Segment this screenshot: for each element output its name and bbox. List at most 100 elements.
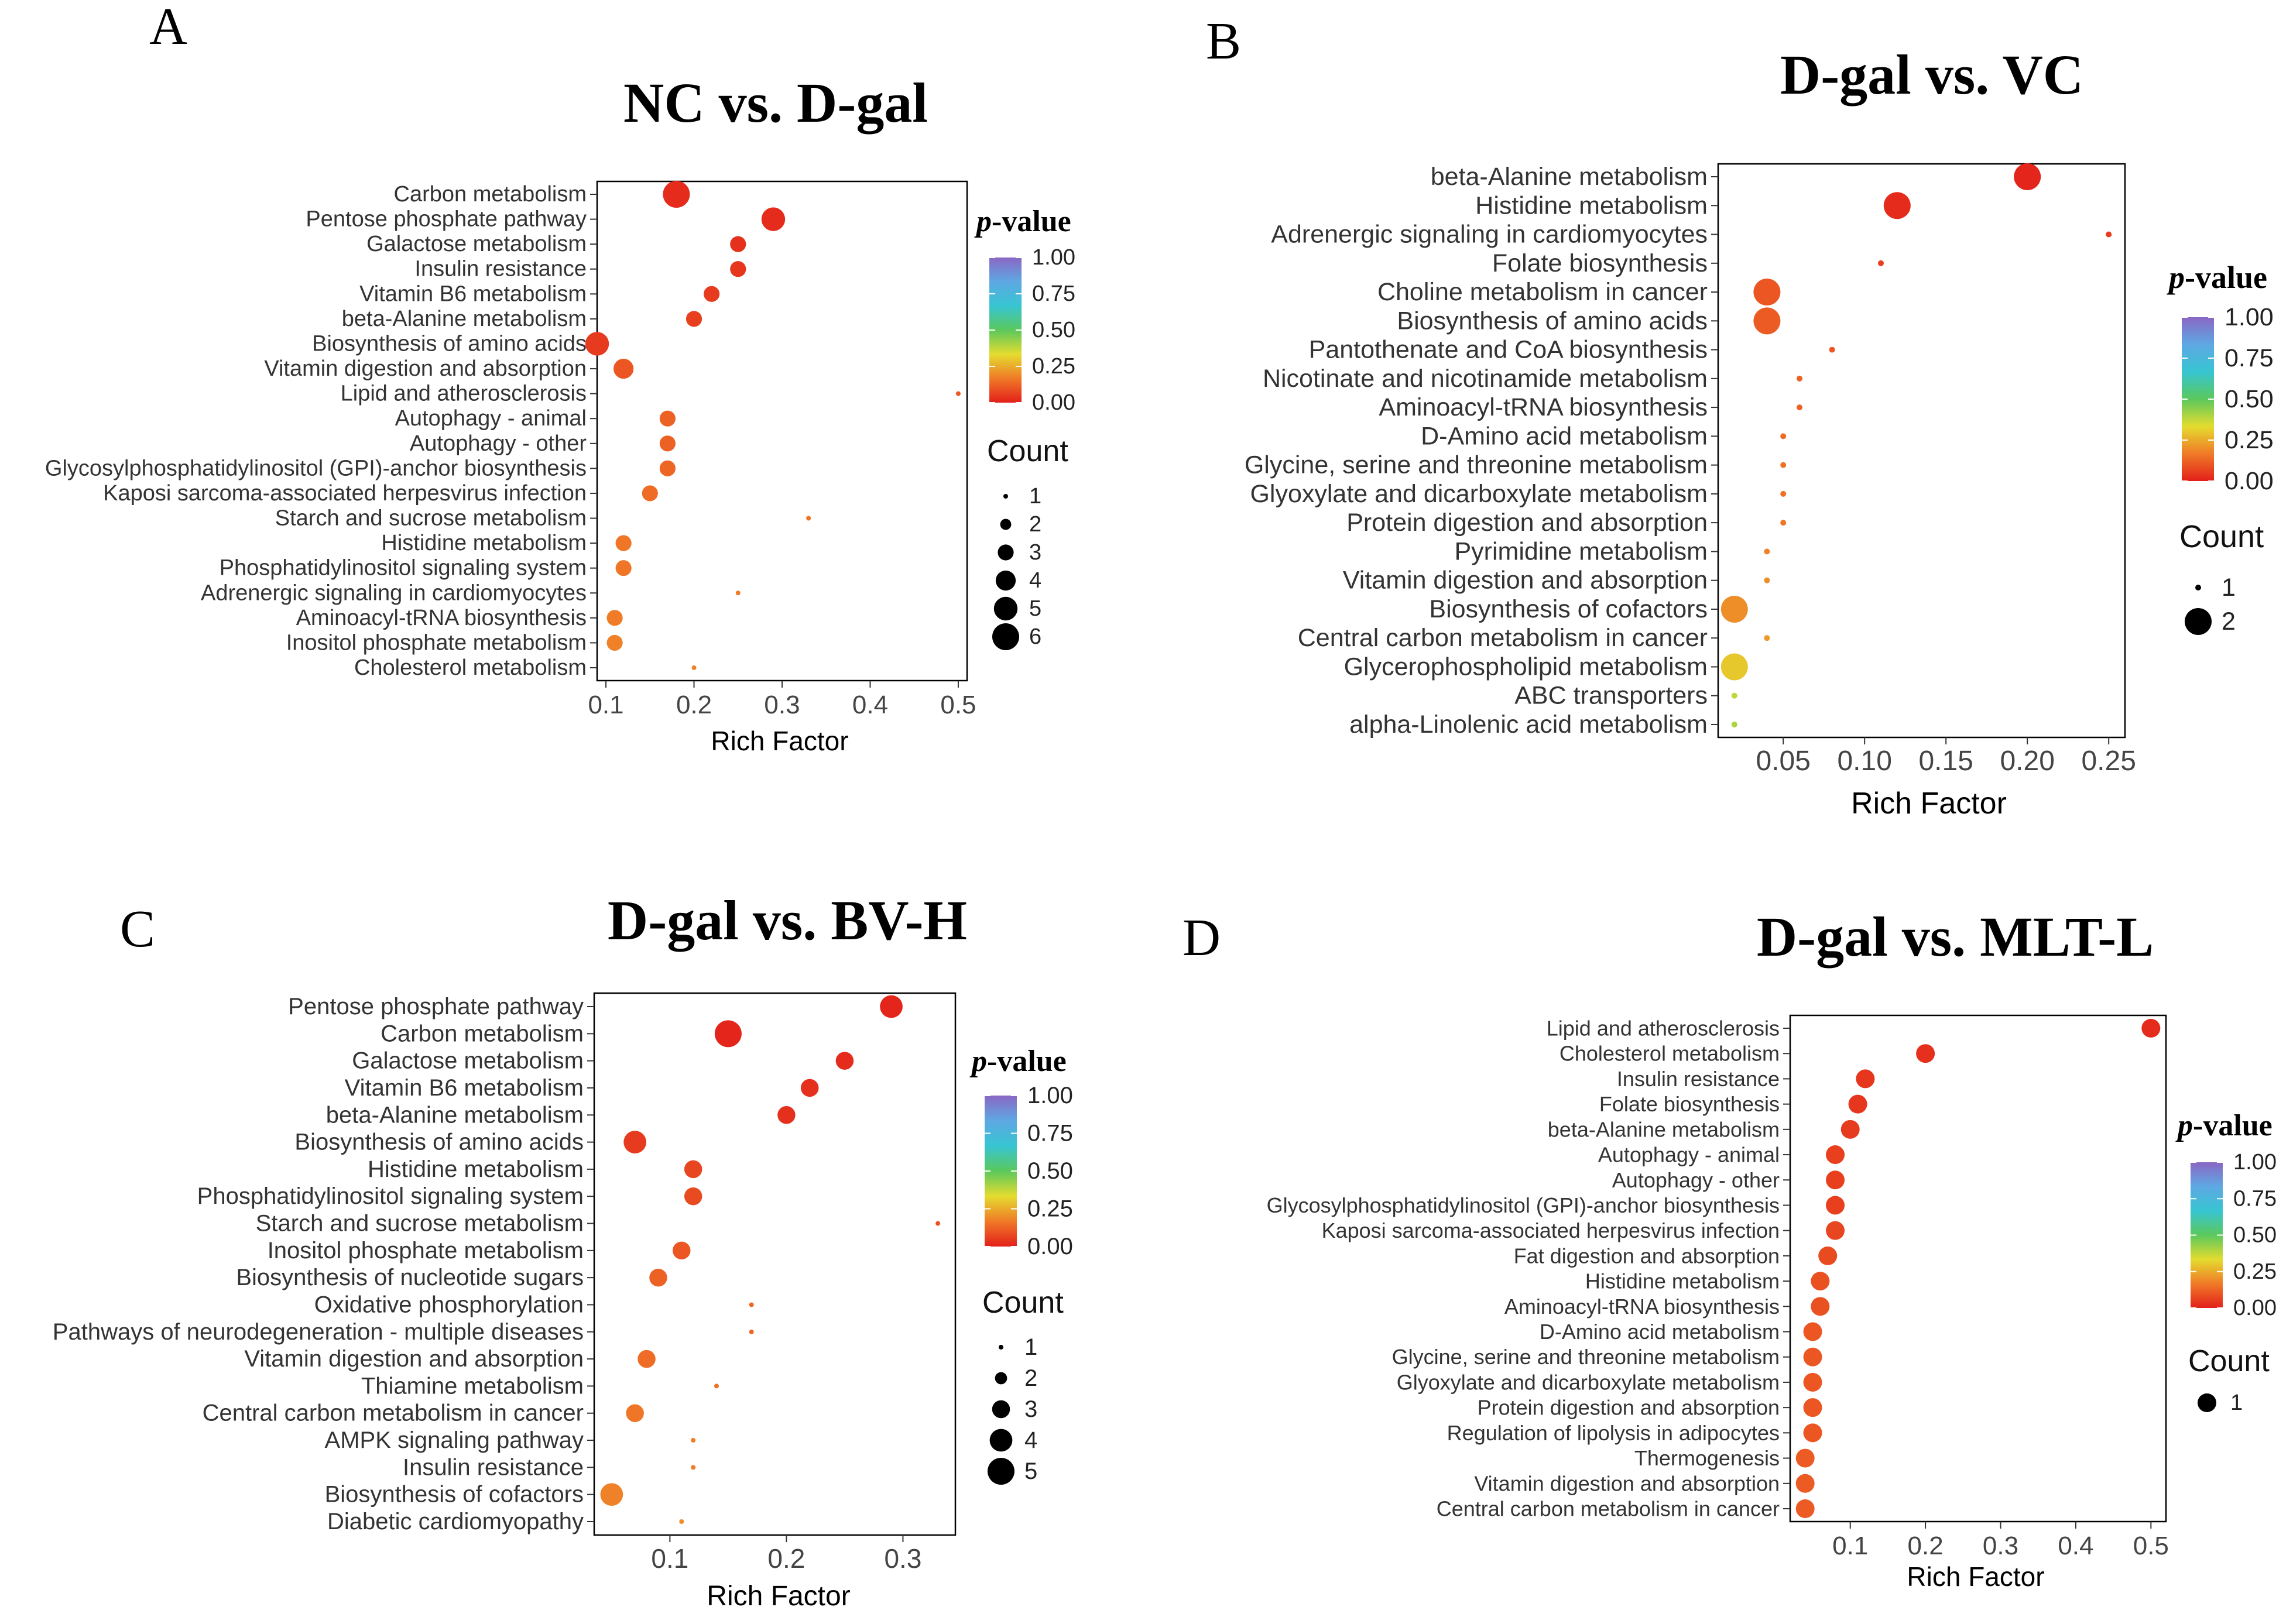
chart-title-c: D-gal vs. BV-H (608, 889, 967, 952)
data-point (1780, 520, 1787, 526)
count-legend-label: 4 (1024, 1427, 1037, 1453)
y-tick-label: Glycosylphosphatidylinositol (GPI)-ancho… (45, 456, 587, 480)
plot-frame (1789, 1014, 2167, 1523)
y-tick-label: Central carbon metabolism in cancer (203, 1400, 584, 1426)
y-tick-label: Thermogenesis (1634, 1446, 1780, 1470)
data-point (800, 1079, 819, 1097)
pvalue-legend-title: p-value (2175, 1109, 2273, 1142)
colorbar-tick-label: 0.50 (2225, 385, 2274, 413)
data-point (1780, 433, 1787, 440)
data-point (1795, 1499, 1815, 1518)
x-tick-label: 0.15 (1918, 746, 1973, 777)
panel-b: B D-gal vs. VC beta-Alanine metabolismHi… (1206, 12, 2274, 820)
y-tick-label: Folate biosynthesis (1492, 249, 1708, 277)
y-tick-label: Cholesterol metabolism (354, 655, 587, 680)
y-tick-label: AMPK signaling pathway (325, 1427, 584, 1453)
count-legend-label: 2 (1029, 512, 1041, 537)
y-tick-label: Histidine metabolism (1475, 191, 1708, 219)
y-tick-label: Autophagy - other (1612, 1168, 1780, 1192)
count-legend-dot (992, 623, 1019, 650)
colorbar-tick-label: 0.75 (1027, 1121, 1073, 1146)
y-tick-label: Fat digestion and absorption (1514, 1244, 1780, 1268)
count-legend-dot (992, 1400, 1010, 1419)
panel-c: C D-gal vs. BV-H Pentose phosphate pathw… (53, 889, 1073, 1612)
data-point (749, 1329, 754, 1334)
data-point (691, 1465, 696, 1470)
y-tick-label: Biosynthesis of amino acids (1397, 307, 1708, 335)
y-tick-label: Cholesterol metabolism (1559, 1042, 1780, 1066)
data-point (1883, 192, 1911, 219)
y-tick-label: Vitamin B6 metabolism (359, 281, 587, 306)
x-axis-label: Rich Factor (1851, 787, 2007, 820)
x-tick-label: 0.5 (940, 691, 976, 719)
x-tick-label: 0.2 (676, 691, 712, 719)
data-point (935, 1221, 941, 1226)
x-tick-label: 0.05 (1756, 746, 1810, 777)
y-tick-label: Glyoxylate and dicarboxylate metabolism (1250, 480, 1708, 508)
count-legend-dot (1000, 519, 1012, 530)
data-point (659, 435, 676, 452)
y-tick-label: Biosynthesis of nucleotide sugars (236, 1265, 584, 1290)
x-tick-label: 0.3 (1983, 1532, 2018, 1560)
data-point (691, 665, 697, 670)
y-tick-label: Starch and sucrose metabolism (275, 506, 587, 531)
data-point (613, 358, 634, 379)
count-legend-dot (2185, 608, 2212, 635)
y-tick-label: Kaposi sarcoma-associated herpesvirus in… (1322, 1218, 1780, 1242)
y-tick-label: D-Amino acid metabolism (1421, 422, 1708, 450)
count-legend-dot (988, 1458, 1014, 1485)
y-tick-label: Histidine metabolism (368, 1156, 584, 1182)
count-legend-label: 1 (1029, 484, 1041, 509)
y-tick-label: Inositol phosphate metabolism (268, 1238, 584, 1264)
data-point (626, 1404, 644, 1422)
count-legend-title: Count (2188, 1344, 2270, 1378)
y-tick-label: Pyrimidine metabolism (1454, 537, 1708, 565)
colorbar-tick-label: 0.25 (2233, 1259, 2277, 1284)
x-tick-label: 0.2 (1908, 1532, 1944, 1560)
y-tick-label: Vitamin digestion and absorption (264, 356, 587, 381)
data-point (1803, 1347, 1822, 1367)
count-legend-dot (2198, 1393, 2216, 1412)
colorbar-tick-label: 0.25 (1032, 354, 1075, 379)
count-legend-label: 3 (1029, 540, 1041, 565)
count-legend-title: Count (2179, 519, 2264, 554)
x-tick-label: 0.4 (2058, 1532, 2093, 1560)
y-tick-label: Insulin resistance (414, 257, 587, 281)
count-legend-dot (1003, 494, 1008, 499)
data-point (659, 460, 676, 476)
x-tick-label: 0.1 (1832, 1532, 1868, 1560)
y-tick-label: Folate biosynthesis (1599, 1092, 1780, 1116)
data-point (1764, 577, 1770, 583)
colorbar-tick-label: 0.25 (1027, 1196, 1073, 1222)
count-legend-label: 5 (1029, 596, 1041, 621)
y-tick-label: Oxidative phosphorylation (314, 1292, 584, 1317)
x-tick-label: 0.5 (2133, 1532, 2169, 1560)
data-point (1818, 1246, 1838, 1265)
y-tick-label: alpha-Linolenic acid metabolism (1349, 710, 1708, 739)
x-axis-label: Rich Factor (1907, 1561, 2044, 1592)
y-tick-label: Glyoxylate and dicarboxylate metabolism (1397, 1370, 1780, 1394)
data-point (606, 634, 623, 651)
data-point (1764, 548, 1770, 555)
data-point (714, 1383, 719, 1389)
count-legend-label: 1 (1024, 1334, 1037, 1360)
y-tick-label: ABC transporters (1514, 682, 1708, 710)
data-point (1797, 404, 1802, 411)
y-tick-label: Aminoacyl-tRNA biosynthesis (1504, 1295, 1780, 1319)
data-point (1826, 1221, 1845, 1240)
colorbar-tick-label: 1.00 (1032, 245, 1075, 270)
y-tick-label: Vitamin digestion and absorption (244, 1346, 584, 1372)
data-point (1803, 1398, 1822, 1417)
data-point (684, 1160, 702, 1179)
y-tick-label: Pentose phosphate pathway (306, 207, 587, 232)
count-legend-label: 4 (1029, 568, 1041, 593)
data-point (1811, 1297, 1830, 1316)
y-tick-label: Aminoacyl-tRNA biosynthesis (296, 606, 587, 630)
colorbar-tick-label: 0.00 (1032, 390, 1075, 415)
data-point (735, 590, 741, 596)
panel-letter-d: D (1183, 909, 1221, 967)
colorbar-tick-label: 0.75 (2225, 344, 2274, 372)
y-tick-label: Carbon metabolism (381, 1021, 584, 1046)
y-tick-label: Lipid and atherosclerosis (1547, 1017, 1780, 1041)
